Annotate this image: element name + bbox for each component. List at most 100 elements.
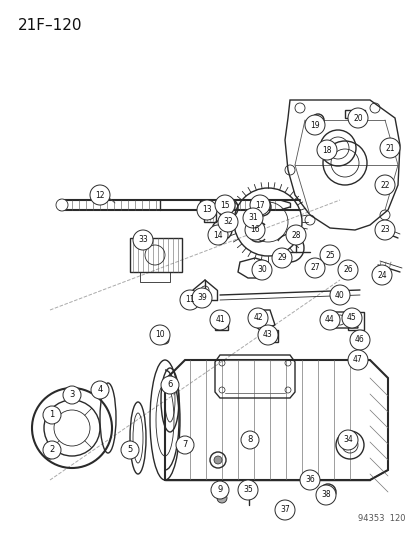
Circle shape xyxy=(91,381,109,399)
Circle shape xyxy=(337,430,357,450)
Text: 28: 28 xyxy=(291,230,300,239)
Text: 45: 45 xyxy=(346,313,356,322)
Text: 14: 14 xyxy=(213,230,222,239)
Text: 37: 37 xyxy=(280,505,289,514)
Text: 39: 39 xyxy=(197,294,206,303)
Circle shape xyxy=(63,386,81,404)
Circle shape xyxy=(43,406,61,424)
Text: 18: 18 xyxy=(321,146,331,155)
Text: 33: 33 xyxy=(138,236,147,245)
Circle shape xyxy=(218,212,237,232)
Text: 40: 40 xyxy=(334,290,344,300)
Text: 7: 7 xyxy=(182,440,187,449)
Circle shape xyxy=(352,337,362,347)
Text: 2: 2 xyxy=(49,446,55,455)
Text: 44: 44 xyxy=(324,316,334,325)
Text: 19: 19 xyxy=(309,120,319,130)
Circle shape xyxy=(240,431,259,449)
Circle shape xyxy=(379,138,399,158)
Text: 32: 32 xyxy=(223,217,232,227)
Circle shape xyxy=(121,441,139,459)
Text: 26: 26 xyxy=(342,265,352,274)
Circle shape xyxy=(371,265,391,285)
Text: 36: 36 xyxy=(304,475,314,484)
Circle shape xyxy=(329,285,349,305)
Circle shape xyxy=(349,330,369,350)
Circle shape xyxy=(299,470,319,490)
Text: 5: 5 xyxy=(127,446,132,455)
Text: 35: 35 xyxy=(242,486,252,495)
Circle shape xyxy=(214,456,221,464)
Circle shape xyxy=(304,115,324,135)
Circle shape xyxy=(271,248,291,268)
Circle shape xyxy=(304,258,324,278)
Circle shape xyxy=(274,500,294,520)
Circle shape xyxy=(308,265,314,271)
Text: 21F–120: 21F–120 xyxy=(18,18,82,33)
Circle shape xyxy=(237,480,257,500)
Circle shape xyxy=(374,220,394,240)
Circle shape xyxy=(252,260,271,280)
Circle shape xyxy=(150,325,170,345)
Text: 21: 21 xyxy=(385,143,394,152)
Circle shape xyxy=(180,290,199,310)
Circle shape xyxy=(319,245,339,265)
Circle shape xyxy=(242,208,262,228)
Circle shape xyxy=(257,325,277,345)
Text: 43: 43 xyxy=(263,330,272,340)
Text: 13: 13 xyxy=(202,206,211,214)
Text: 25: 25 xyxy=(324,251,334,260)
Circle shape xyxy=(214,195,235,215)
Text: 12: 12 xyxy=(95,190,104,199)
Circle shape xyxy=(347,350,367,370)
Circle shape xyxy=(211,481,228,499)
Text: 4: 4 xyxy=(97,385,102,394)
Text: 1: 1 xyxy=(49,410,55,419)
Text: 6: 6 xyxy=(167,381,172,390)
Text: 24: 24 xyxy=(376,271,386,279)
Circle shape xyxy=(90,185,110,205)
Text: 22: 22 xyxy=(379,181,389,190)
Circle shape xyxy=(244,220,264,240)
Circle shape xyxy=(197,200,216,220)
Text: 8: 8 xyxy=(247,435,252,445)
Text: 11: 11 xyxy=(185,295,194,304)
Circle shape xyxy=(247,308,267,328)
Circle shape xyxy=(285,225,305,245)
Text: 27: 27 xyxy=(309,263,319,272)
Text: 47: 47 xyxy=(352,356,362,365)
Circle shape xyxy=(46,451,54,459)
Text: 23: 23 xyxy=(379,225,389,235)
Circle shape xyxy=(341,308,361,328)
Circle shape xyxy=(347,108,367,128)
Circle shape xyxy=(315,485,335,505)
Text: 29: 29 xyxy=(277,254,286,262)
Text: 94353  120: 94353 120 xyxy=(358,514,405,523)
Circle shape xyxy=(56,199,68,211)
Circle shape xyxy=(43,441,61,459)
Text: 46: 46 xyxy=(354,335,364,344)
Text: 10: 10 xyxy=(155,330,164,340)
Text: 16: 16 xyxy=(249,225,259,235)
Circle shape xyxy=(337,260,357,280)
Circle shape xyxy=(133,230,153,250)
Text: 17: 17 xyxy=(254,200,264,209)
Circle shape xyxy=(316,140,336,160)
Circle shape xyxy=(207,225,228,245)
Text: 3: 3 xyxy=(69,391,74,400)
Text: 38: 38 xyxy=(320,490,330,499)
Circle shape xyxy=(319,310,339,330)
Text: 9: 9 xyxy=(217,486,222,495)
Circle shape xyxy=(249,195,269,215)
Text: 34: 34 xyxy=(342,435,352,445)
Text: 20: 20 xyxy=(352,114,362,123)
Text: 41: 41 xyxy=(215,316,224,325)
Circle shape xyxy=(374,175,394,195)
Text: 15: 15 xyxy=(220,200,229,209)
Text: 31: 31 xyxy=(247,214,257,222)
Circle shape xyxy=(161,376,178,394)
Circle shape xyxy=(216,493,226,503)
Circle shape xyxy=(209,310,230,330)
Circle shape xyxy=(192,288,211,308)
Circle shape xyxy=(176,436,194,454)
